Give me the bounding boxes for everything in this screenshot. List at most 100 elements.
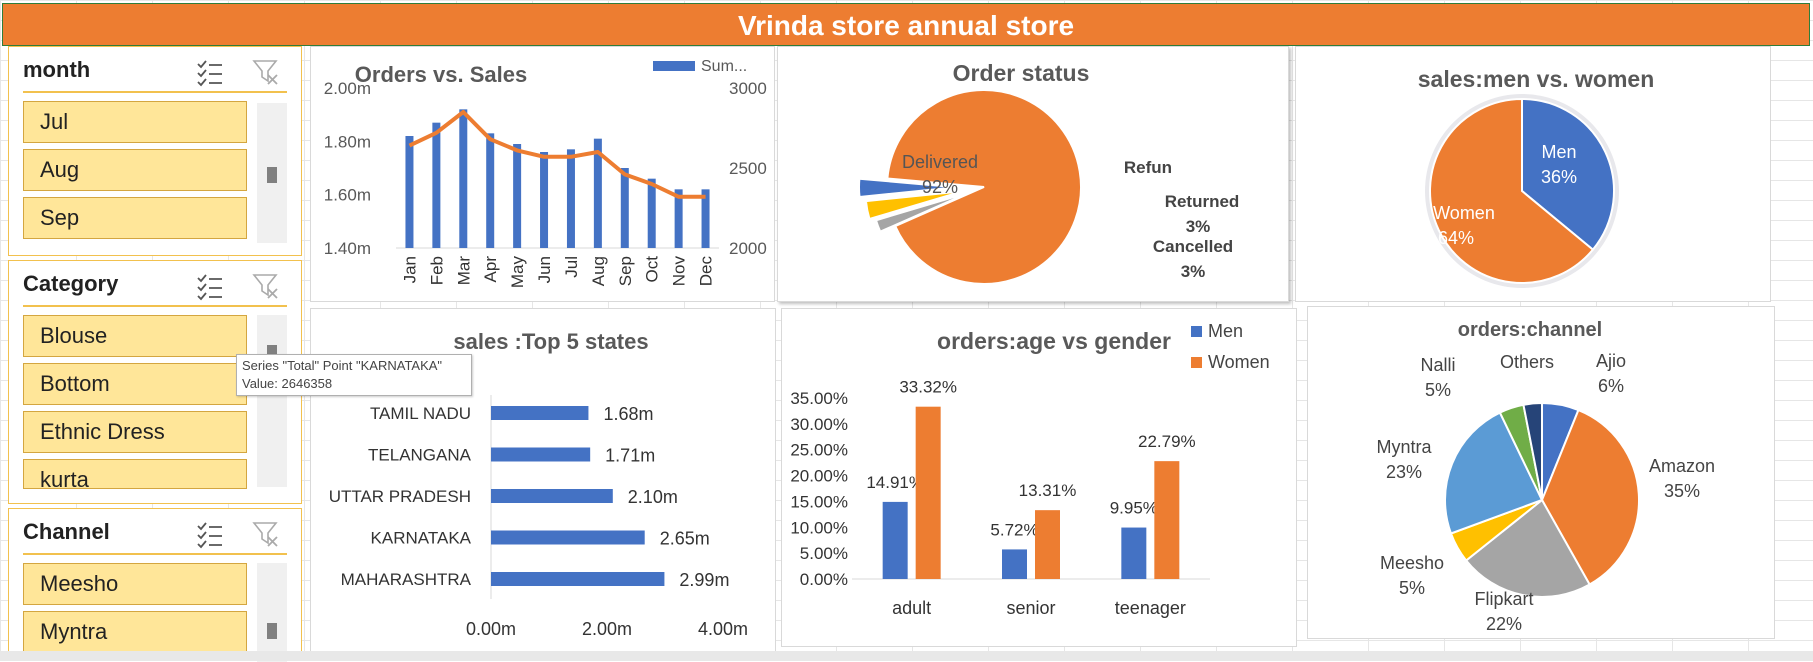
y-tick-label: 25.00% <box>790 441 848 460</box>
slicer-item-jul[interactable]: Jul <box>23 101 247 143</box>
data-label: 9.95% <box>1110 499 1158 518</box>
slice-label-myntra: Myntra <box>1376 437 1432 457</box>
chart-title: sales :Top 5 states <box>453 329 648 354</box>
x-tick-label-senior: senior <box>1006 598 1055 618</box>
x-tick-label-jan: Jan <box>400 256 419 283</box>
category-label: UTTAR PRADESH <box>329 487 471 506</box>
top5-states-chart: sales :Top 5 states TAMIL NADU 1.68m TELANG… <box>329 329 748 639</box>
slice-label-others: Others <box>1500 352 1554 372</box>
legend-swatch-sum <box>653 61 695 71</box>
slice-myntra <box>1444 411 1544 535</box>
slice-pct-flipkart: 22% <box>1486 614 1522 634</box>
x-tick-label-mar: Mar <box>454 256 473 286</box>
sales-men-women-panel[interactable]: sales:men vs. women Men 36% Women 64% <box>1295 46 1771 302</box>
chart-title: orders:channel <box>1458 319 1602 341</box>
bar-sep <box>620 168 629 248</box>
bar-senior-women <box>1035 510 1060 579</box>
x-tick-label: 2.00m <box>582 619 632 639</box>
sales-men-women-chart: sales:men vs. women Men 36% Women 64% <box>1418 66 1654 288</box>
slicer-item-bottom[interactable]: Bottom <box>23 363 247 405</box>
slicer-item-meesho[interactable]: Meesho <box>23 563 247 605</box>
x-tick-label-may: May <box>508 256 527 289</box>
slicer-item-aug[interactable]: Aug <box>23 149 247 191</box>
slice-men <box>1521 97 1615 252</box>
slice-delivered <box>886 89 1082 285</box>
clear-filter-icon[interactable] <box>251 519 281 549</box>
y-tick-label: 5.00% <box>800 544 848 563</box>
data-label: 13.31% <box>1019 481 1077 500</box>
slice-others <box>1522 401 1543 501</box>
x-tick-label-sep: Sep <box>616 256 635 286</box>
dashboard-title-banner: Vrinda store annual store <box>2 3 1810 46</box>
bar-telangana <box>491 447 591 462</box>
slice-label-amazon: Amazon <box>1649 456 1715 476</box>
slice-label-flipkart: Flipkart <box>1474 589 1533 609</box>
legend-swatch-men <box>1191 326 1202 337</box>
bar-adult-men <box>882 501 908 579</box>
slicer-scrollbar[interactable] <box>257 103 287 243</box>
multi-select-icon[interactable] <box>195 57 225 87</box>
bar-apr <box>486 133 495 248</box>
bar-jan <box>405 136 414 248</box>
slice-label-returned: Returned <box>1165 192 1240 211</box>
data-label: 5.72% <box>990 520 1038 539</box>
age-vs-gender-panel[interactable]: orders:age vs gender Men Women 0.00% 5.00% 10… <box>781 308 1297 647</box>
slicer-item-kurta[interactable]: kurta <box>23 459 247 489</box>
order-status-panel[interactable]: Order status Delivered 92% Refun Returned 3% C… <box>777 46 1289 302</box>
multi-select-icon[interactable] <box>195 271 225 301</box>
slicer-category-title: Category <box>23 271 119 296</box>
slice-pct-nalli: 5% <box>1425 380 1451 400</box>
slice-returned <box>864 190 963 221</box>
orders-vs-sales-chart: Orders vs. Sales Sum... 1.40m 1.60m 1.80m 2.0… <box>324 58 767 289</box>
bar-jun <box>540 152 549 248</box>
slice-pct-meesho: 5% <box>1399 578 1425 598</box>
scrollbar-thumb[interactable] <box>267 167 277 183</box>
orders-vs-sales-panel[interactable]: Orders vs. Sales Sum... 1.40m 1.60m 1.80m 2.0… <box>310 46 775 302</box>
scrollbar-thumb[interactable] <box>267 345 277 361</box>
bar-mar <box>459 109 468 248</box>
slicer-item-myntra[interactable]: Myntra <box>23 611 247 653</box>
scrollbar-thumb[interactable] <box>267 623 277 639</box>
slicer-scrollbar[interactable] <box>257 563 287 662</box>
bar-tamil-nadu <box>491 406 589 420</box>
orders-channel-panel[interactable]: orders:channel Ajio 6% Amazon 35% Flipkart 22%… <box>1307 306 1775 639</box>
horizontal-scrollbar[interactable] <box>0 651 1813 661</box>
legend-label-women: Women <box>1208 352 1270 372</box>
legend-label-sum: Sum... <box>701 58 747 75</box>
category-label: TAMIL NADU <box>370 404 471 423</box>
slicer-channel-title: Channel <box>23 519 110 544</box>
data-label: 14.91% <box>866 473 924 492</box>
slicer-divider <box>23 305 287 307</box>
x-tick-label-aug: Aug <box>589 256 608 286</box>
slicer-item-blouse[interactable]: Blouse <box>23 315 247 357</box>
slicer-scrollbar[interactable] <box>257 315 287 487</box>
slice-amazon <box>1540 408 1640 586</box>
data-label: 33.32% <box>899 378 957 397</box>
bar-uttar-pradesh <box>491 489 613 503</box>
slice-pct-delivered: 92% <box>922 177 958 197</box>
slicer-item-sep[interactable]: Sep <box>23 197 247 239</box>
clear-filter-icon[interactable] <box>251 271 281 301</box>
clear-filter-icon[interactable] <box>251 57 281 87</box>
x-tick-label: 4.00m <box>698 619 748 639</box>
y-tick-label: 15.00% <box>790 492 848 511</box>
y-tick-label: 20.00% <box>790 467 848 486</box>
x-tick-label-teenager: teenager <box>1115 598 1186 618</box>
x-tick-label-oct: Oct <box>643 256 662 283</box>
slice-cancelled <box>858 177 957 199</box>
chart-title: orders:age vs gender <box>937 328 1171 354</box>
bar-dec <box>701 189 710 248</box>
slicer-item-ethnic-dress[interactable]: Ethnic Dress <box>23 411 247 453</box>
multi-select-icon[interactable] <box>195 519 225 549</box>
bar-karnataka <box>491 530 645 545</box>
data-label: 2.65m <box>660 529 710 549</box>
data-label: 22.79% <box>1138 432 1196 451</box>
data-label: 1.71m <box>605 446 655 466</box>
chart-tooltip: Series "Total" Point "KARNATAKA" Value: … <box>236 354 472 396</box>
slicer-divider <box>23 91 287 93</box>
y-right-tick-label: 3000 <box>729 79 767 98</box>
x-tick-label-apr: Apr <box>481 256 500 283</box>
slicer-divider <box>23 553 287 555</box>
slice-label-men: Men <box>1541 142 1576 162</box>
orders-line-series <box>408 110 706 199</box>
